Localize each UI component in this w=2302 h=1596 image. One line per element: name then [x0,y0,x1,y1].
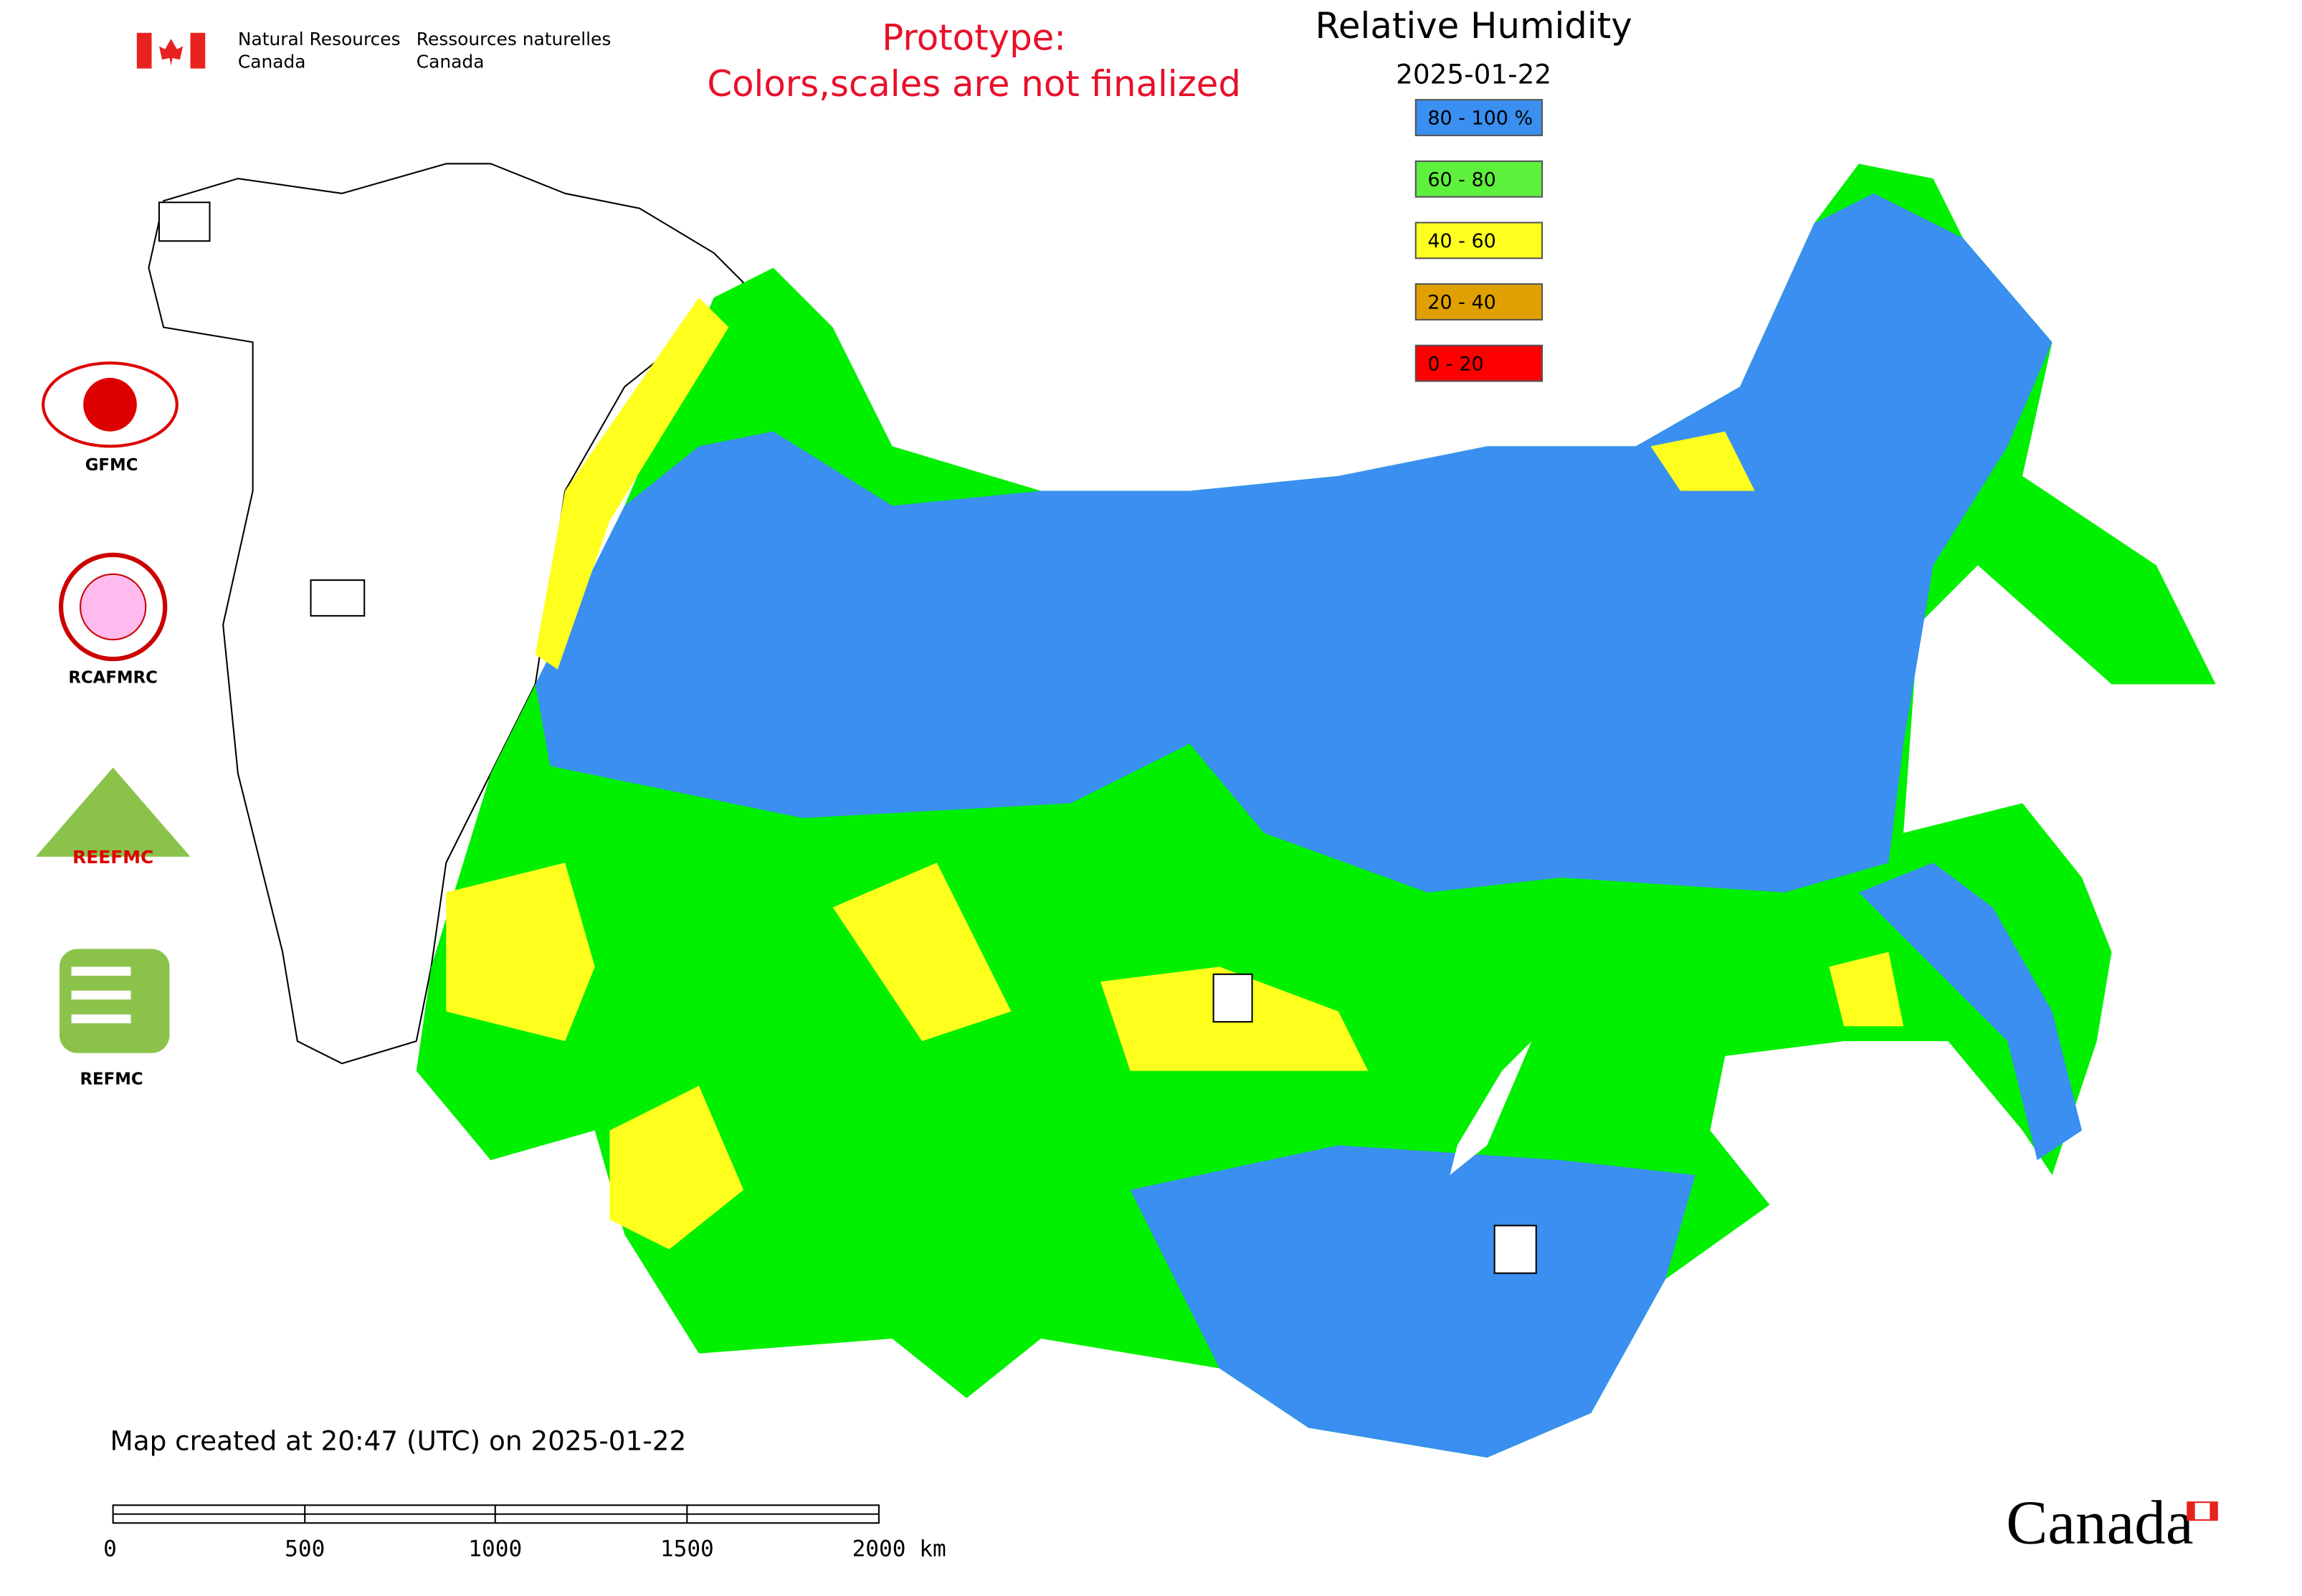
legend-label: 80 - 100 % [1427,108,1533,130]
maple-leaf [158,39,184,66]
legend-date: 2025-01-22 [1396,58,1551,90]
scale-label: 1000 [468,1536,522,1562]
legend-label: 20 - 40 [1427,292,1495,314]
logo-label: REFMC [80,1070,143,1089]
canada-wordmark: Canada [2006,1488,2193,1557]
region-40-60 [1829,951,1904,1027]
logo-label: RCAFMRC [68,669,157,688]
map [148,163,2216,1458]
legend-swatch [1414,222,1544,260]
flag-band [190,32,206,69]
region-40-60 [832,863,1012,1042]
region-80-100 [1130,1145,1695,1458]
legend-swatch [1414,283,1544,320]
logo-marker [310,579,366,617]
agency-en: Canada [238,51,306,72]
wordmark-flag [2187,1502,2195,1521]
region-40-60 [535,298,729,670]
gfmc-logo [42,361,179,448]
logo-marker [1493,1225,1537,1274]
region-40-60 [446,863,595,1042]
refmc-logo [71,990,131,1000]
legend: Relative Humidity 2025-01-22 80 - 100 % 6… [1316,5,1632,382]
agency-fr: Canada [417,51,485,72]
agency-fr: Ressources naturelles [417,29,612,49]
rcafmrc-logo [79,573,147,641]
legend-label: 60 - 80 [1427,168,1495,191]
footer: Map created at 20:47 (UTC) on 2025-01-22… [103,1425,2218,1562]
logo-marker [158,201,211,242]
scale-label: 500 [285,1536,325,1562]
region-80-100 [1858,863,2083,1161]
scale-label: 2000 km [852,1536,946,1562]
header: Natural Resources Canada Ressources natu… [136,17,1241,105]
scale-label: 1500 [660,1536,714,1562]
legend-title: Relative Humidity [1316,5,1632,47]
reefmc-logo [35,767,191,857]
created-note: Map created at 20:47 (UTC) on 2025-01-22 [110,1425,686,1457]
agency-en: Natural Resources [238,29,401,49]
refmc-logo [71,1014,131,1024]
wordmark-flag [2210,1502,2217,1521]
region-40-60 [1650,431,1755,491]
legend-swatch [1414,99,1544,136]
logos: GFMC RCAFMRC REEFMC REFMC [35,201,1537,1274]
legend-swatch [1414,160,1544,198]
gfmc-logo [83,378,137,432]
notice: Colors,scales are not finalized [707,63,1241,105]
flag-band [136,32,152,69]
refmc-logo [71,966,131,976]
legend-label: 40 - 60 [1427,230,1495,252]
logo-marker [1212,973,1253,1023]
refmc-logo [59,949,170,1053]
region-80-100 [535,193,2053,893]
lake-baikal [1450,1041,1532,1175]
legend-swatch [1414,344,1544,382]
legend-label: 0 - 20 [1427,353,1483,375]
scale-label: 0 [103,1536,117,1562]
logo-label: REEFMC [72,847,153,868]
logo-label: GFMC [85,456,138,475]
legend-items: 80 - 100 % 60 - 80 40 - 60 20 - 40 0 - 20 [1414,99,1544,382]
notice: Prototype: [882,17,1066,59]
region-40-60 [609,1086,744,1250]
